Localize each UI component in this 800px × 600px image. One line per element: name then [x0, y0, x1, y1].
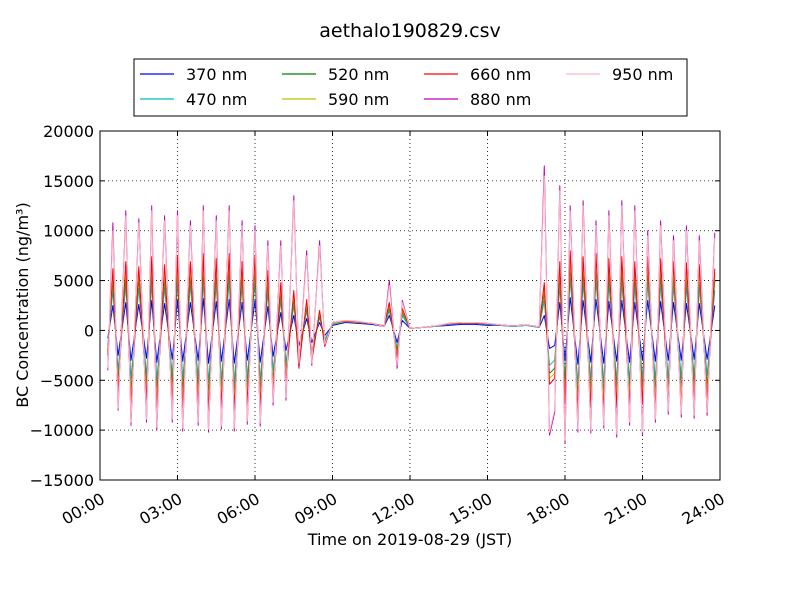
y-tick-label: 20000	[43, 122, 94, 141]
y-tick-label: 10000	[43, 222, 94, 241]
series-line-950-nm	[107, 175, 716, 441]
legend-label: 370 nm	[186, 65, 247, 84]
x-tick-label: 21:00	[601, 489, 650, 529]
chart-title: aethalo190829.csv	[319, 20, 501, 42]
y-tick-label: 15000	[43, 172, 94, 191]
legend-label: 950 nm	[612, 65, 673, 84]
x-tick-label: 00:00	[59, 489, 108, 529]
legend: 370 nm 470 nm 520 nm 590 nm 660 nm 880 nm 950 …	[133, 58, 688, 117]
x-tick-label: 03:00	[136, 489, 185, 529]
legend-label: 470 nm	[186, 90, 247, 109]
x-tick-label: 12:00	[369, 489, 418, 529]
x-tick-label: 18:00	[524, 489, 573, 529]
x-tick-label: 15:00	[446, 489, 495, 529]
legend-label: 880 nm	[470, 90, 531, 109]
y-tick-label: 0	[84, 321, 94, 340]
legend-label: 660 nm	[470, 65, 531, 84]
y-tick-label: −10000	[30, 421, 94, 440]
series-group	[107, 165, 716, 444]
y-tick-label: 5000	[53, 272, 94, 291]
y-axis-title: BC Concentration (ng/m³)	[13, 202, 32, 407]
x-tick-label: 09:00	[291, 489, 340, 529]
x-tick-label: 06:00	[214, 489, 263, 529]
x-tick-label: 24:00	[679, 489, 728, 529]
y-tick-label: −5000	[40, 371, 94, 390]
legend-box	[133, 58, 688, 117]
legend-label: 590 nm	[328, 90, 389, 109]
y-tick-label: −15000	[30, 471, 94, 490]
legend-label: 520 nm	[328, 65, 389, 84]
x-axis-title: Time on 2019-08-29 (JST)	[307, 530, 512, 549]
